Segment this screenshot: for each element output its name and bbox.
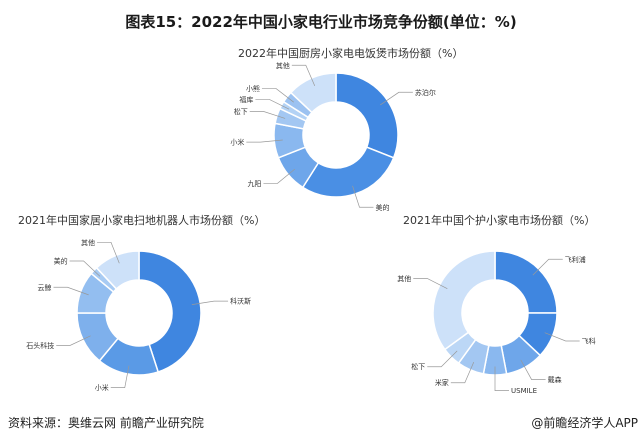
slice-label: 苏泊尔 — [415, 88, 436, 97]
slice-label: 石头科技 — [26, 341, 54, 350]
chart-title-rice-cooker: 2022年中国厨房小家电电饭煲市场份额（%） — [238, 47, 464, 60]
slice-苏泊尔 — [335, 72, 399, 159]
slice-label: 飞科 — [582, 336, 596, 345]
slice-label: 小米 — [230, 138, 244, 147]
leader-line — [520, 359, 546, 380]
slice-label: 松下 — [234, 107, 248, 116]
slice-label: 米家 — [435, 378, 449, 387]
leader-line — [380, 91, 413, 106]
slice-label: 九阳 — [247, 179, 261, 188]
slice-label: 飞利浦 — [565, 255, 586, 264]
source-note: 资料来源：奥维云网 前瞻产业研究院 — [8, 416, 204, 430]
slice-科沃斯 — [138, 250, 202, 373]
slice-label: 松下 — [411, 362, 425, 371]
leader-line — [544, 332, 580, 342]
slice-label: 美的 — [54, 256, 68, 265]
leader-line — [246, 139, 283, 143]
slice-label: 小熊 — [246, 84, 260, 93]
leader-line — [352, 185, 374, 208]
leader-line — [110, 365, 130, 389]
slice-label: 戴森 — [548, 375, 562, 384]
slice-label: 其他 — [397, 274, 411, 283]
leader-line — [261, 88, 294, 103]
slice-label: 小米 — [95, 383, 109, 392]
leader-line — [56, 335, 91, 346]
slice-label: 其他 — [276, 61, 290, 70]
leader-line — [427, 350, 458, 368]
slice-其他 — [289, 72, 337, 114]
leader-line — [450, 361, 475, 384]
leader-line — [494, 366, 509, 391]
slice-label: 福库 — [239, 95, 253, 104]
slice-其他 — [432, 250, 496, 351]
credit-note: @前瞻经济学人APP — [531, 416, 638, 430]
leader-line — [69, 260, 101, 277]
leader-line — [255, 99, 290, 110]
slice-label: 其他 — [81, 238, 95, 247]
slice-label: 科沃斯 — [230, 297, 251, 306]
leader-line — [532, 258, 563, 276]
leader-line — [53, 286, 89, 296]
slice-其他 — [95, 250, 140, 291]
leader-line — [97, 241, 120, 264]
slice-美的 — [301, 146, 395, 198]
slice-label: 美的 — [375, 203, 389, 212]
slice-label: 云鲸 — [37, 283, 51, 292]
leader-line — [413, 278, 448, 290]
leader-line — [249, 111, 286, 119]
leader-line — [263, 168, 296, 184]
chart-title-robot-vacuum: 2021年中国家居小家电扫地机器人市场份额（%） — [18, 214, 266, 227]
slice-label: USMILE — [511, 387, 537, 395]
chart-title-personal-care: 2021年中国个护小家电市场份额（%） — [403, 214, 596, 227]
figure-title: 图表15：2022年中国小家电行业市场竞争份额(单位：%) — [125, 13, 517, 31]
leader-line — [291, 64, 316, 87]
leader-line — [191, 300, 229, 305]
